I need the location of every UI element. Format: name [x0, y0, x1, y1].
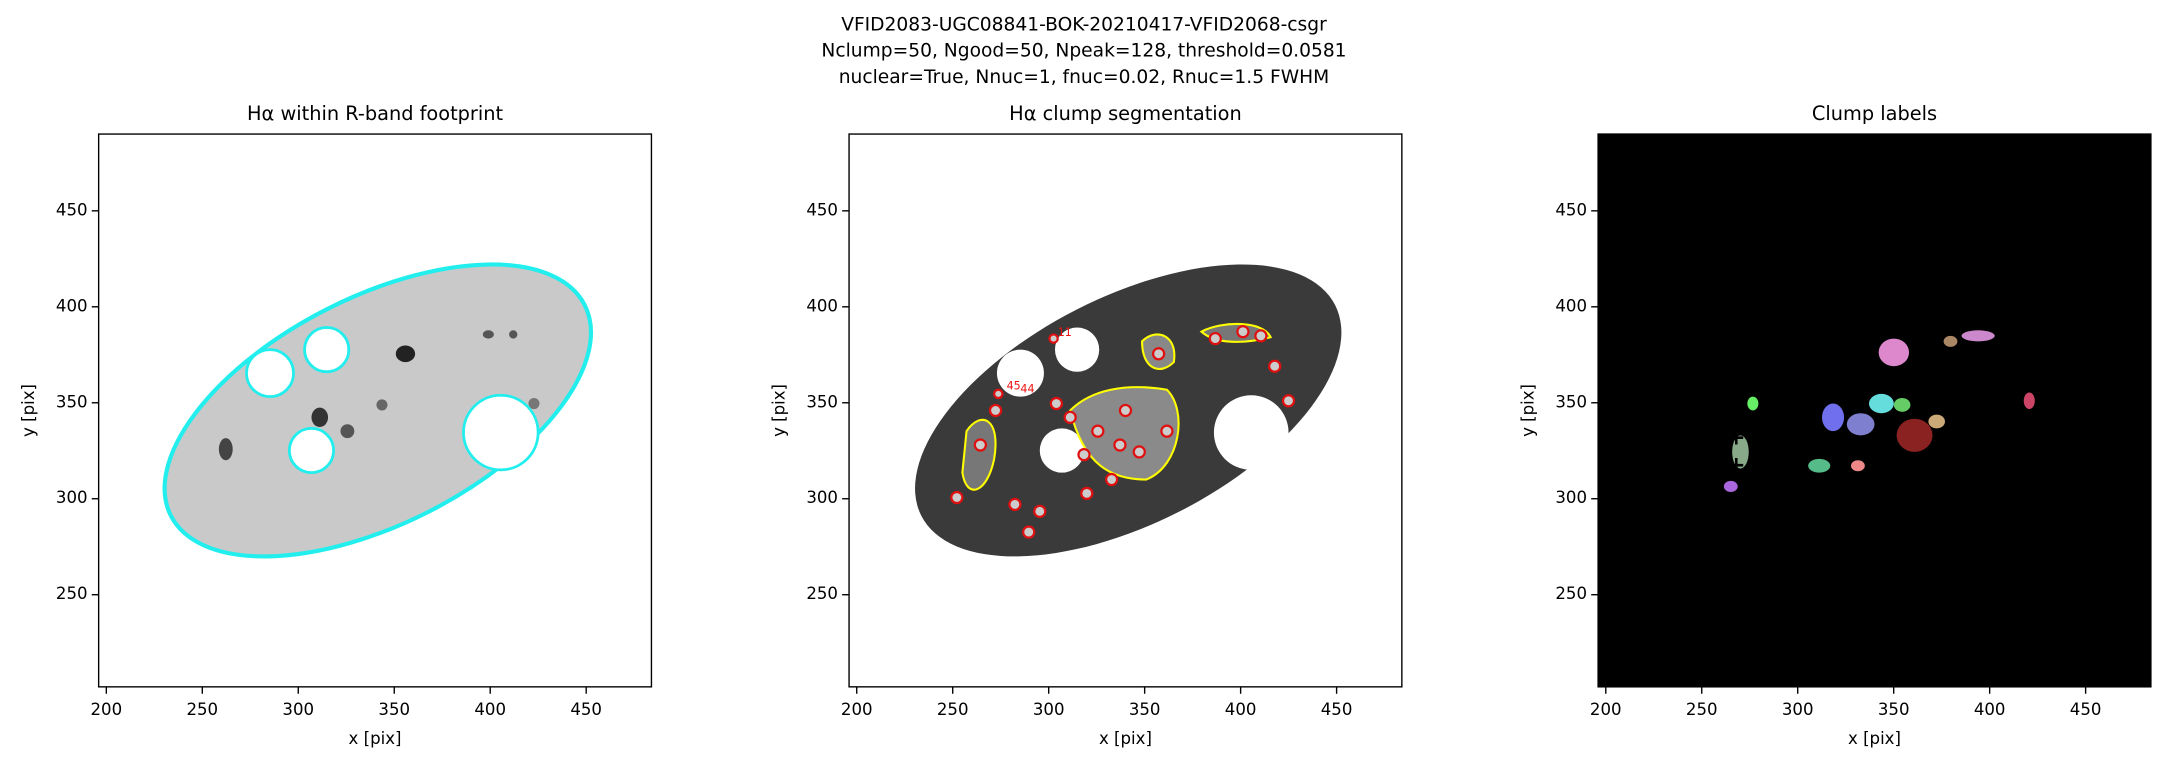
axes-frame [848, 133, 1403, 688]
svg-text:+: + [1907, 369, 1926, 395]
y-tick-label: 300 [806, 488, 838, 507]
x-tick-label: 450 [1321, 700, 1353, 719]
svg-text:+: + [1934, 353, 1953, 379]
x-tick-label: 300 [1033, 700, 1065, 719]
svg-text:+: + [1782, 514, 1801, 540]
suptitle-line: nuclear=True, Nnuc=1, fnuc=0.02, Rnuc=1.… [839, 67, 1330, 88]
y-axis-label: y [pix] [769, 384, 788, 437]
x-tick-label: 300 [1782, 700, 1814, 719]
x-tick-label: 200 [90, 700, 122, 719]
clump-label: 44 [1020, 382, 1034, 395]
x-tick-label: 250 [1686, 700, 1718, 719]
svg-text:+: + [1810, 373, 1829, 399]
y-tick-label: 400 [56, 296, 88, 315]
y-axis-label: y [pix] [1518, 384, 1537, 437]
svg-text:+: + [1916, 281, 1935, 307]
svg-text:+: + [1755, 480, 1774, 506]
axes-title: Clump labels [1812, 102, 1937, 125]
y-tick-label: 300 [1555, 488, 1587, 507]
svg-text:+: + [1713, 383, 1732, 409]
x-tick-label: 350 [1878, 700, 1910, 719]
svg-text:+: + [1872, 494, 1891, 520]
svg-text:+: + [1755, 431, 1774, 457]
svg-text:+: + [1789, 358, 1808, 384]
x-tick-label: 300 [282, 700, 314, 719]
svg-text:+: + [1706, 487, 1725, 513]
axes-title: Hα clump segmentation [1009, 102, 1242, 125]
y-tick-label: 350 [806, 392, 838, 411]
y-tick-label: 250 [1555, 584, 1587, 603]
x-tick-label: 400 [1974, 700, 2006, 719]
y-tick-label: 450 [806, 200, 838, 219]
svg-text:+: + [1810, 532, 1829, 558]
y-tick-label: 250 [806, 584, 838, 603]
suptitle-line: Nclump=50, Ngood=50, Npeak=128, threshol… [821, 41, 1346, 62]
clump-label: 45 [1007, 380, 1021, 393]
x-axis-label: x [pix] [1848, 729, 1901, 748]
clump-label: 11 [1058, 326, 1072, 339]
svg-text:+: + [1792, 325, 1811, 351]
x-tick-label: 350 [1129, 700, 1161, 719]
x-tick-label: 450 [570, 700, 602, 719]
svg-text:+: + [1727, 452, 1746, 478]
image-segmentation [915, 264, 1342, 557]
svg-text:+: + [1835, 342, 1854, 368]
x-tick-label: 400 [474, 700, 506, 719]
svg-text:+: + [2014, 448, 2033, 474]
y-tick-label: 350 [1555, 392, 1587, 411]
axes-frame [97, 133, 653, 688]
svg-text:+: + [1983, 264, 2002, 290]
svg-text:+: + [1831, 480, 1850, 506]
image-footprint [162, 262, 594, 559]
svg-text:+: + [1983, 383, 2002, 409]
x-tick-label: 200 [841, 700, 873, 719]
x-axis-label: x [pix] [1099, 729, 1152, 748]
svg-text:+: + [1727, 425, 1746, 451]
svg-text:+: + [1955, 307, 1974, 333]
x-tick-label: 200 [1590, 700, 1622, 719]
axes-frame [1597, 133, 2152, 688]
x-tick-label: 250 [937, 700, 969, 719]
y-tick-label: 350 [56, 392, 88, 411]
suptitle-line: VFID2083-UGC08841-BOK-20210417-VFID2068-… [841, 14, 1327, 35]
x-tick-label: 350 [378, 700, 410, 719]
y-tick-label: 400 [1555, 296, 1587, 315]
svg-text:+: + [1886, 456, 1905, 482]
y-tick-label: 300 [56, 488, 88, 507]
x-axis-label: x [pix] [349, 729, 402, 748]
y-tick-label: 450 [1555, 200, 1587, 219]
y-axis-label: y [pix] [19, 384, 38, 437]
svg-text:+: + [1918, 476, 1937, 502]
axes-title: Hα within R-band footprint [247, 102, 503, 125]
svg-text:+: + [2017, 346, 2036, 372]
x-tick-label: 250 [186, 700, 218, 719]
svg-text:+: + [1962, 362, 1981, 388]
x-tick-label: 450 [2070, 700, 2102, 719]
y-tick-label: 250 [56, 584, 88, 603]
x-tick-label: 400 [1225, 700, 1257, 719]
y-tick-label: 400 [806, 296, 838, 315]
y-tick-label: 450 [56, 200, 88, 219]
svg-text:+: + [1865, 362, 1884, 388]
svg-text:+: + [1941, 436, 1960, 462]
image-labels: +++ +++ +++ ++ + + ++ +++ +++ +++ +++ [1598, 134, 2151, 687]
